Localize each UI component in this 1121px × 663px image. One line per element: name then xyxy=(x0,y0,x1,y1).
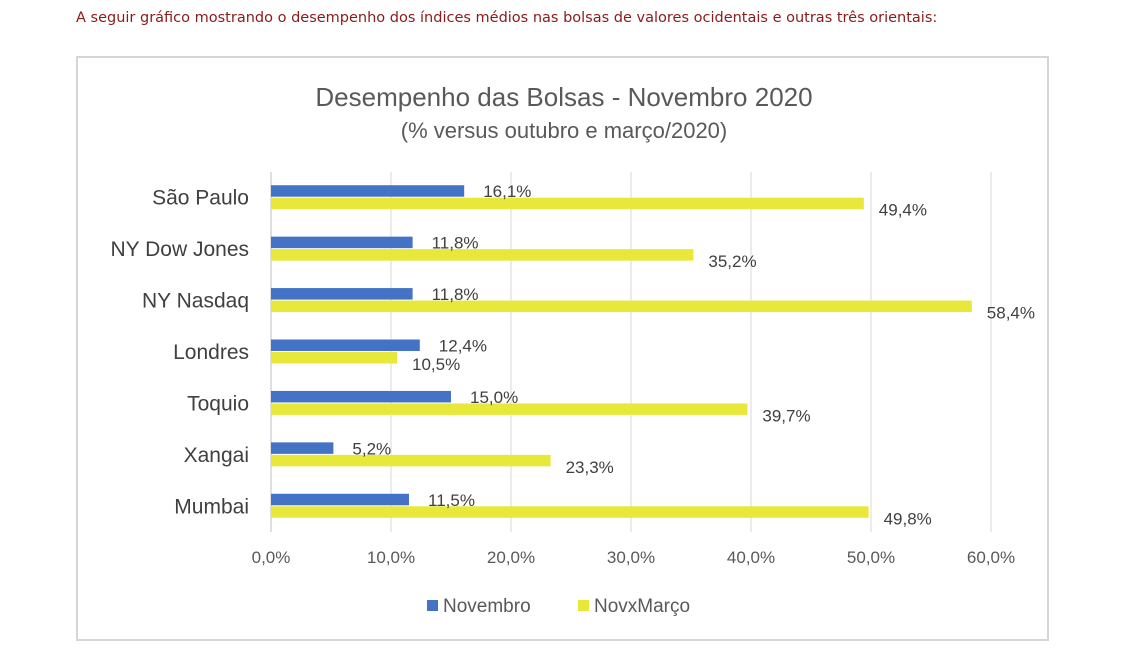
data-label-novembro: 11,5% xyxy=(428,491,475,510)
bar-novembro xyxy=(271,339,420,351)
category-label: Toquio xyxy=(187,392,249,415)
intro-text: A seguir gráfico mostrando o desempenho … xyxy=(76,10,938,26)
chart-subtitle: (% versus outubro e março/2020) xyxy=(401,118,728,143)
bar-novxmarco xyxy=(271,197,864,210)
category-label: Mumbai xyxy=(174,495,249,518)
data-label-novembro: 16,1% xyxy=(483,182,531,201)
data-label-novembro: 12,4% xyxy=(439,337,487,356)
bar-novembro xyxy=(271,288,413,300)
x-tick-label: 40,0% xyxy=(727,548,775,567)
bar-novxmarco xyxy=(271,352,397,364)
data-label-novembro: 15,0% xyxy=(470,388,518,407)
legend-label: NovxMarço xyxy=(594,596,690,617)
bar-novembro xyxy=(271,236,413,249)
bar-novxmarco xyxy=(271,300,972,313)
data-label-novembro: 11,8% xyxy=(432,285,479,304)
label-layer: 0,0% 10,0% 20,0% 30,0% 40,0% 50,0% 60,0% São Pa… xyxy=(110,182,1035,567)
bar-novxmarco xyxy=(271,454,551,467)
legend: Novembro NovxMarço xyxy=(427,596,690,617)
legend-label: Novembro xyxy=(443,596,531,617)
x-tick-label: 20,0% xyxy=(487,548,535,567)
data-label-novembro: 11,8% xyxy=(432,234,479,253)
category-label: NY Nasdaq xyxy=(142,290,249,313)
category-label: Londres xyxy=(173,341,249,364)
bar-novembro xyxy=(271,185,465,197)
data-label-novxmarco: 49,8% xyxy=(884,509,932,528)
category-label: São Paulo xyxy=(152,187,249,210)
legend-swatch xyxy=(427,600,438,611)
data-label-novxmarco: 23,3% xyxy=(566,458,614,477)
data-label-novembro: 5,2% xyxy=(352,439,391,458)
data-label-novxmarco: 35,2% xyxy=(708,252,756,271)
x-tick-label: 30,0% xyxy=(607,548,655,567)
category-label: NY Dow Jones xyxy=(110,238,249,261)
bar-novembro xyxy=(271,390,451,403)
chart-frame xyxy=(76,56,1049,641)
data-label-novxmarco: 58,4% xyxy=(987,304,1035,323)
bar-novembro xyxy=(271,442,334,454)
x-tick-label: 0,0% xyxy=(252,548,291,567)
bar-novxmarco xyxy=(271,403,748,415)
data-label-novxmarco: 39,7% xyxy=(762,406,810,425)
data-label-novxmarco: 10,5% xyxy=(412,355,460,374)
category-label: Xangai xyxy=(184,444,249,467)
x-tick-label: 60,0% xyxy=(967,548,1015,567)
legend-swatch xyxy=(578,600,589,611)
data-label-novxmarco: 49,4% xyxy=(879,201,927,220)
x-tick-label: 10,0% xyxy=(367,548,415,567)
bar-layer xyxy=(271,185,972,518)
x-tick-label: 50,0% xyxy=(847,548,895,567)
chart-title: Desempenho das Bolsas - Novembro 2020 xyxy=(315,82,812,112)
bar-novxmarco xyxy=(271,506,869,518)
bar-novxmarco xyxy=(271,249,694,261)
bar-novembro xyxy=(271,493,409,506)
